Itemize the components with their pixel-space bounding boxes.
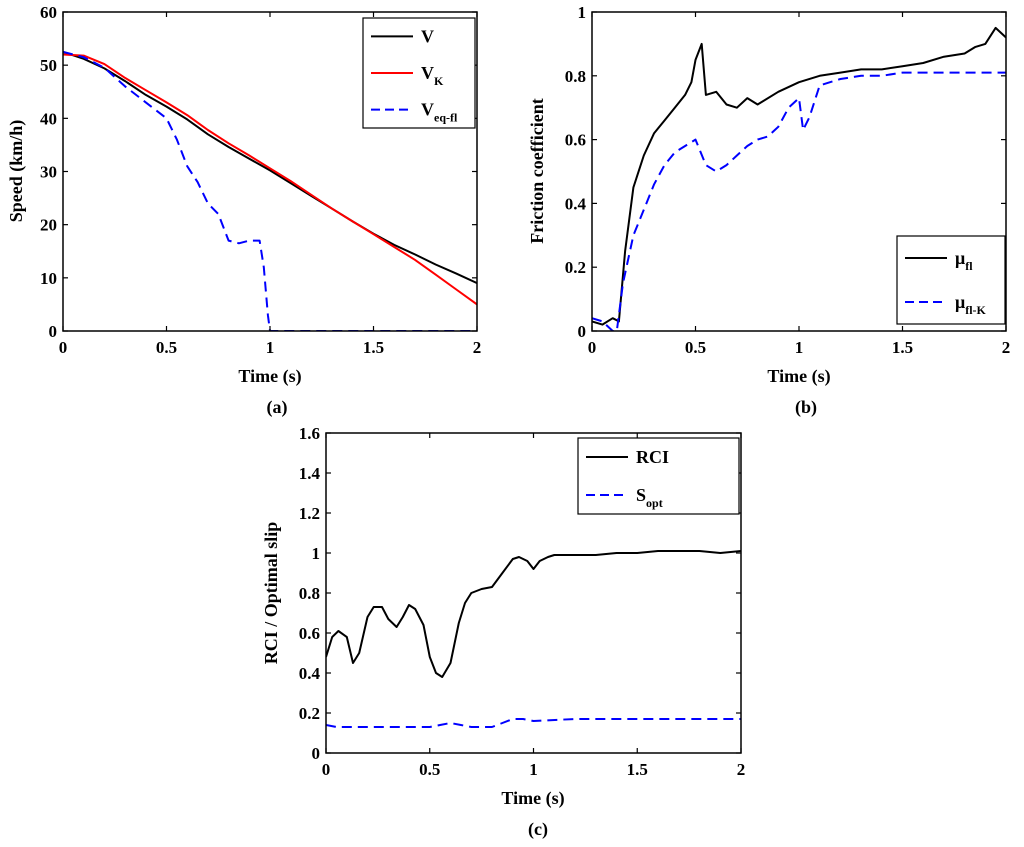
- chart-c: 0 0.5 1 1.5 2 0 0.2 0.4 0.6 0.8 1 1.2 1.4 1.6 Time (s)…: [261, 424, 745, 840]
- y-tick-label: 0: [312, 744, 321, 763]
- y-tick-label: 1.4: [299, 464, 321, 483]
- series-line-v-eq-fl: [63, 50, 477, 331]
- legend-label: Sopt: [636, 485, 663, 510]
- legend-label-main: V: [421, 63, 434, 83]
- y-tick-label: 1.6: [299, 424, 320, 443]
- legend-label: VK: [421, 63, 444, 88]
- y-tick-label: 0.4: [299, 664, 321, 683]
- legend: RCI Sopt: [577, 437, 740, 515]
- series-line-v: [63, 50, 477, 285]
- legend-box: [577, 437, 740, 515]
- y-tick-label: 60: [40, 3, 57, 22]
- series-line-v-k: [63, 53, 477, 306]
- x-axis-label: Time (s): [501, 788, 564, 809]
- panel-caption: (b): [795, 397, 817, 418]
- series-line-mu-fl-k: [592, 71, 1006, 331]
- x-tick-label: 1: [529, 760, 538, 779]
- panel-caption: (a): [267, 397, 288, 418]
- y-tick-label: 0: [49, 322, 58, 341]
- x-tick-label: 0.5: [419, 760, 440, 779]
- y-tick-label: 10: [40, 269, 57, 288]
- legend-label-main: μ: [955, 292, 965, 312]
- series-line-rci: [326, 550, 741, 678]
- y-tick-label: 0.8: [299, 584, 320, 603]
- y-tick-label: 50: [40, 56, 57, 75]
- y-tick-label: 0.2: [565, 258, 586, 277]
- x-tick-label: 0.5: [156, 338, 177, 357]
- y-axis-label: Speed (km/h): [6, 120, 27, 223]
- x-tick-label: 0: [322, 760, 331, 779]
- y-axis-label: Friction coefficient: [527, 98, 547, 243]
- x-tick-label: 1.5: [892, 338, 913, 357]
- y-tick-label: 0.4: [565, 194, 587, 213]
- legend-label: Veq-fl: [421, 100, 458, 125]
- legend-label: μfl-K: [955, 292, 987, 317]
- y-tick-label: 1.2: [299, 504, 320, 523]
- y-tick-label: 0.8: [565, 67, 586, 86]
- y-tick-label: 0.6: [565, 131, 586, 150]
- x-tick-label: 1.5: [363, 338, 384, 357]
- series-line-s-opt: [326, 718, 741, 728]
- panel-caption: (c): [528, 819, 548, 840]
- y-tick-label: 0.6: [299, 624, 320, 643]
- y-tick-label: 20: [40, 216, 57, 235]
- legend-label: μfl: [955, 248, 973, 273]
- y-tick-label: 0: [578, 322, 587, 341]
- x-axis-label: Time (s): [767, 366, 830, 387]
- y-tick-label: 30: [40, 163, 57, 182]
- legend-box: [896, 235, 1006, 325]
- legend-label: RCI: [636, 447, 669, 467]
- legend-label-main: S: [636, 485, 646, 505]
- x-axis-label: Time (s): [238, 366, 301, 387]
- y-tick-label: 1: [578, 3, 587, 22]
- chart-b: 0 0.5 1 1.5 2 0 0.2 0.4 0.6 0.8 1 Time (s) Friction …: [527, 3, 1010, 418]
- y-tick-label: 0.2: [299, 704, 320, 723]
- legend-label: V: [421, 26, 434, 46]
- y-tick-label: 40: [40, 109, 57, 128]
- x-tick-label: 2: [473, 338, 482, 357]
- legend-label-sub: fl-K: [965, 303, 986, 317]
- legend-label-sub: opt: [646, 496, 663, 510]
- series-line-mu-fl: [592, 26, 1006, 326]
- x-tick-label: 0.5: [685, 338, 706, 357]
- legend-label-sub: K: [434, 74, 444, 88]
- x-tick-label: 1: [795, 338, 804, 357]
- x-tick-label: 1.5: [627, 760, 648, 779]
- legend-label-sub: fl: [965, 259, 973, 273]
- legend-label-main: μ: [955, 248, 965, 268]
- x-tick-label: 2: [1002, 338, 1011, 357]
- x-tick-label: 1: [266, 338, 275, 357]
- x-tick-label: 2: [737, 760, 746, 779]
- legend-label-main: V: [421, 26, 434, 46]
- legend-label-main: RCI: [636, 447, 669, 467]
- legend-label-main: V: [421, 100, 434, 120]
- y-tick-label: 1: [312, 544, 321, 563]
- legend-label-sub: eq-fl: [434, 111, 458, 125]
- x-tick-label: 0: [59, 338, 68, 357]
- y-axis-label: RCI / Optimal slip: [261, 522, 281, 665]
- x-tick-label: 0: [588, 338, 597, 357]
